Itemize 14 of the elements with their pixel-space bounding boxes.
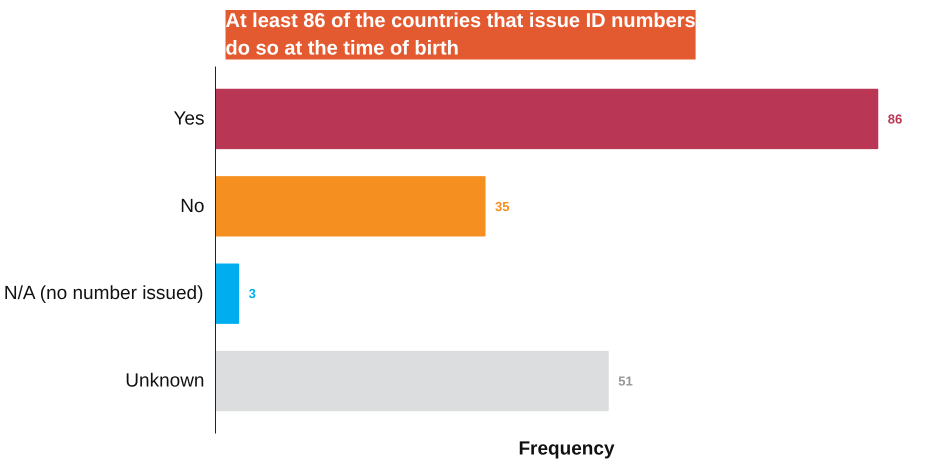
y-tick-label: Unknown [125, 370, 205, 392]
chart-title: At least 86 of the countries that issue ID numbers do so at the time of birth [226, 10, 696, 60]
data-label: 35 [495, 198, 510, 214]
y-tick-label: Yes [174, 108, 205, 130]
y-tick-label: N/A (no number issued) [4, 283, 204, 304]
y-tick-label: No [180, 196, 205, 217]
bar [216, 263, 240, 324]
data-label: 3 [248, 286, 256, 302]
bar [216, 88, 878, 150]
data-label: 51 [618, 374, 633, 389]
bar [216, 176, 486, 237]
data-label: 86 [888, 111, 902, 126]
bar [216, 350, 609, 412]
x-axis-title: Frequency [518, 438, 615, 460]
